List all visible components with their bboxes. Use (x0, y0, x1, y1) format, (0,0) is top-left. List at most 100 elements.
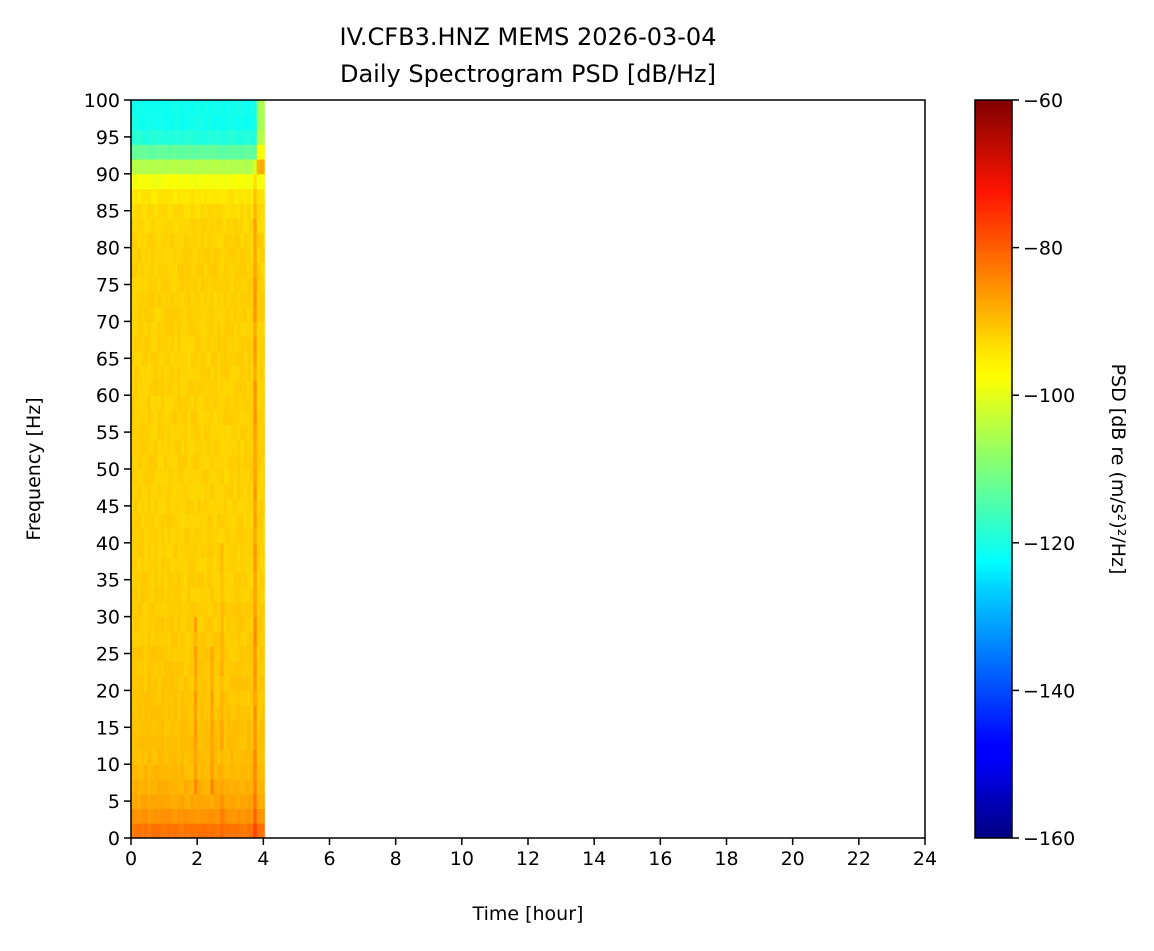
heatmap-cell (197, 291, 201, 308)
heatmap-cell (147, 380, 152, 396)
heatmap-cell (187, 557, 192, 573)
heatmap-cell (226, 660, 231, 677)
heatmap-cell (167, 291, 172, 308)
heatmap-cell (253, 203, 258, 219)
heatmap-cell (263, 675, 265, 691)
heatmap-cell (140, 188, 145, 204)
heatmap-cell (174, 734, 178, 750)
heatmap-cell (207, 587, 211, 603)
heatmap-cell (170, 247, 175, 263)
heatmap-cell (203, 542, 208, 559)
heatmap-cell (200, 808, 205, 824)
heatmap-cell (203, 631, 208, 647)
heatmap-cell (210, 129, 215, 145)
heatmap-cell (174, 631, 178, 647)
heatmap-cell (190, 675, 195, 691)
heatmap-cell (150, 277, 155, 293)
heatmap-cell (144, 277, 149, 293)
heatmap-cell (164, 321, 168, 337)
heatmap-cell (230, 173, 235, 190)
heatmap-cell (226, 277, 231, 293)
heatmap-cell (223, 262, 228, 278)
heatmap-cell (253, 498, 258, 514)
heatmap-cell (243, 424, 248, 440)
heatmap-cell (180, 557, 185, 573)
heatmap-cell (223, 336, 228, 352)
heatmap-cell (260, 424, 264, 440)
heatmap-cell (150, 365, 155, 381)
heatmap-cell (217, 454, 221, 470)
heatmap-cell (137, 764, 142, 780)
heatmap-cell (137, 203, 142, 219)
heatmap-cell (230, 424, 235, 440)
heatmap-cell (137, 572, 142, 588)
heatmap-cell (260, 557, 264, 573)
heatmap-cell (177, 646, 182, 662)
heatmap-cell (223, 277, 228, 293)
heatmap-cell (256, 557, 261, 573)
heatmap-cell (263, 291, 265, 308)
heatmap-cell (226, 336, 231, 352)
heatmap-cell (183, 498, 188, 514)
heatmap-cell (150, 557, 155, 573)
heatmap-cell (183, 454, 188, 470)
heatmap-cell (180, 660, 185, 677)
heatmap-cell (236, 336, 241, 352)
heatmap-cell (174, 808, 178, 824)
heatmap-cell (230, 188, 235, 204)
heatmap-cell (263, 277, 265, 293)
heatmap-cell (263, 808, 265, 824)
heatmap-cell (236, 380, 241, 396)
heatmap-cell (193, 528, 198, 544)
heatmap-cell (233, 365, 238, 381)
heatmap-cell (217, 498, 221, 514)
heatmap-cell (246, 454, 251, 470)
heatmap-cell (263, 262, 265, 278)
heatmap-cell (177, 232, 182, 249)
heatmap-cell (154, 660, 158, 677)
heatmap-cell (187, 587, 192, 603)
heatmap-cell (203, 336, 208, 352)
heatmap-cell (190, 129, 195, 145)
heatmap-cell (236, 100, 241, 116)
heatmap-cell (250, 114, 254, 131)
heatmap-cell (230, 380, 235, 396)
heatmap-cell (260, 262, 264, 278)
heatmap-cell (250, 365, 254, 381)
heatmap-cell (207, 395, 211, 411)
heatmap-cell (187, 705, 192, 721)
heatmap-cell (220, 808, 225, 824)
heatmap-cell (160, 705, 165, 721)
heatmap-cell (246, 513, 251, 529)
heatmap-cell (220, 277, 225, 293)
heatmap-cell (197, 365, 201, 381)
heatmap-cell (207, 218, 211, 234)
heatmap-cell (160, 424, 165, 440)
x-tick-label: 22 (847, 848, 871, 870)
heatmap-cell (164, 395, 168, 411)
heatmap-cell (217, 277, 221, 293)
heatmap-cell (183, 690, 188, 706)
heatmap-cell (226, 719, 231, 736)
heatmap-cell (187, 173, 192, 190)
heatmap-cell (253, 159, 258, 175)
heatmap-cell (226, 173, 231, 190)
heatmap-cell (187, 203, 192, 219)
heatmap-cell (223, 159, 228, 175)
heatmap-cell (243, 528, 248, 544)
heatmap-cell (193, 749, 198, 765)
heatmap-cell (187, 380, 192, 396)
heatmap-cell (260, 306, 264, 322)
heatmap-cell (246, 203, 251, 219)
heatmap-cell (200, 601, 205, 618)
heatmap-cell (220, 129, 225, 145)
heatmap-cell (226, 513, 231, 529)
heatmap-cell (200, 291, 205, 308)
heatmap-cell (263, 380, 265, 396)
heatmap-cell (200, 321, 205, 337)
heatmap-cell (210, 749, 215, 765)
heatmap-cell (160, 675, 165, 691)
heatmap-cell (207, 793, 211, 809)
heatmap-cell (236, 144, 241, 160)
heatmap-cell (177, 173, 182, 190)
